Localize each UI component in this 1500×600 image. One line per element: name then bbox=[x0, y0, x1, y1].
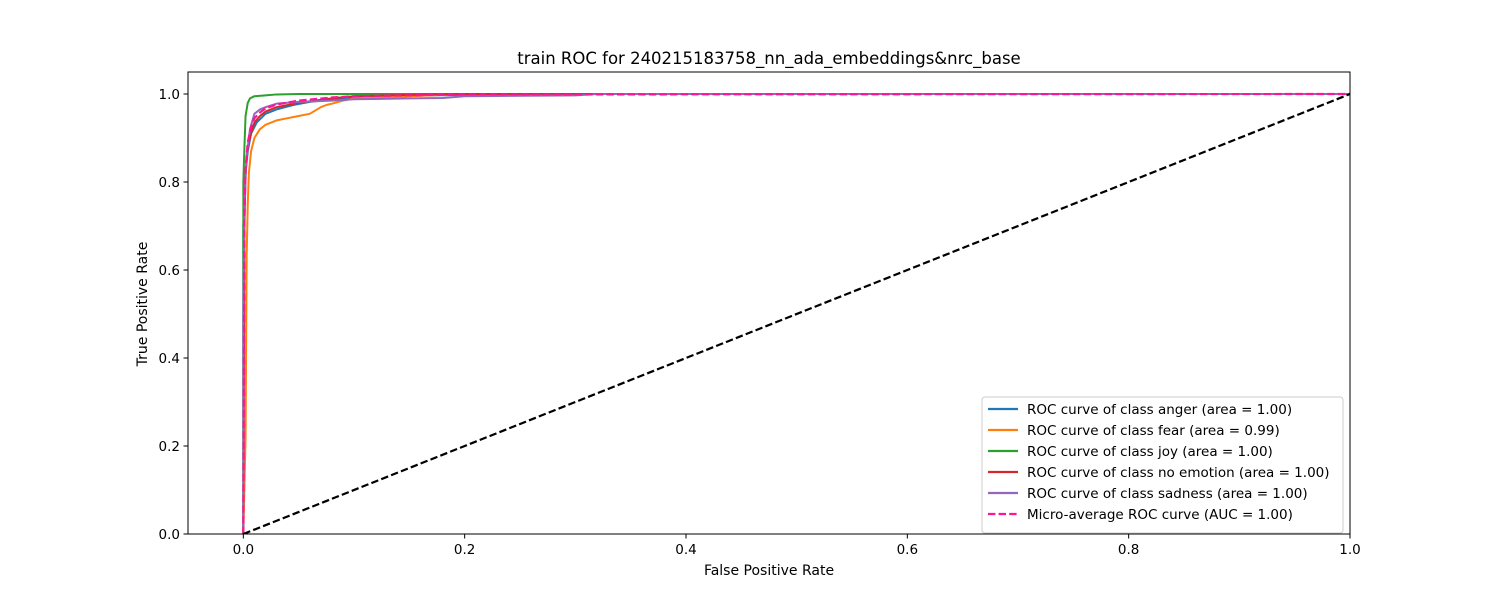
legend-entry: ROC curve of class sadness (area = 1.00) bbox=[1027, 486, 1308, 502]
x-tick-label: 0.8 bbox=[1118, 542, 1139, 558]
series-line-joy bbox=[242, 93, 1350, 534]
chart-title: train ROC for 240215183758_nn_ada_embedd… bbox=[517, 49, 1020, 69]
y-tick-label: 0.6 bbox=[159, 263, 180, 279]
x-axis-label: False Positive Rate bbox=[704, 563, 834, 579]
legend: ROC curve of class anger (area = 1.00) RO… bbox=[981, 396, 1344, 534]
y-tick-label: 0.2 bbox=[159, 439, 180, 455]
y-tick-label: 1.0 bbox=[159, 87, 180, 103]
legend-box bbox=[981, 396, 1344, 534]
plot-frame bbox=[187, 71, 1351, 535]
x-tick-label: 0.4 bbox=[675, 542, 696, 558]
legend-entry: ROC curve of class joy (area = 1.00) bbox=[1027, 444, 1273, 460]
x-tick-label: 0.0 bbox=[233, 542, 254, 558]
x-tick-label: 1.0 bbox=[1339, 542, 1360, 558]
y-axis-label: True Positive Rate bbox=[135, 242, 151, 368]
series-line-sadness bbox=[242, 93, 1350, 534]
legend-entry: ROC curve of class anger (area = 1.00) bbox=[1027, 402, 1292, 418]
legend-entry: Micro-average ROC curve (AUC = 1.00) bbox=[1027, 507, 1293, 523]
series-line-micro-average bbox=[242, 92, 1350, 534]
legend-entry: ROC curve of class fear (area = 0.99) bbox=[1027, 423, 1280, 439]
x-tick-label: 0.2 bbox=[454, 542, 475, 558]
y-tick-label: 0.8 bbox=[159, 175, 180, 191]
y-tick-label: 0.0 bbox=[159, 527, 180, 543]
axis-ticks: 0.0 0.2 0.4 0.6 0.8 1.0 0.0 0.2 0.4 0.6 0.8 1.0 bbox=[159, 87, 1361, 558]
y-tick-label: 0.4 bbox=[159, 351, 180, 367]
plot-area bbox=[242, 92, 1350, 534]
chance-diagonal-line bbox=[242, 92, 1350, 534]
x-tick-label: 0.6 bbox=[897, 542, 918, 558]
legend-entry: ROC curve of class no emotion (area = 1.… bbox=[1027, 465, 1330, 481]
